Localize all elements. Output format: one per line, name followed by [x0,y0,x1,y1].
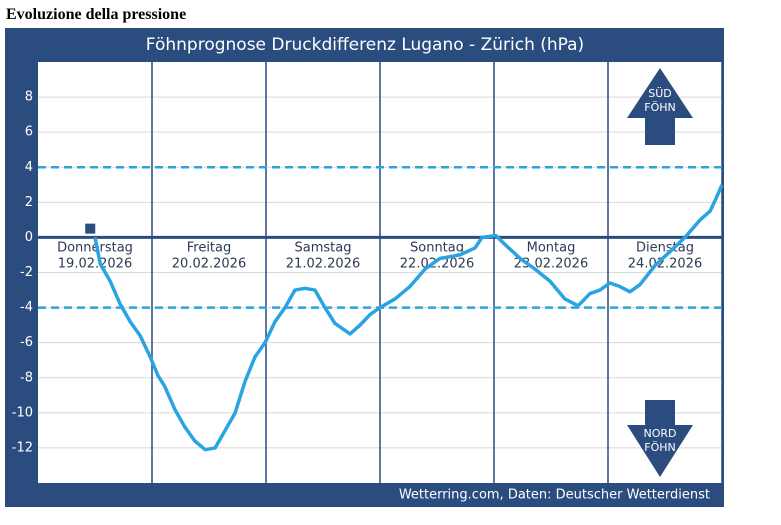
day-date: 19.02.2026 [58,257,132,272]
y-tick-label: 4 [25,160,33,175]
source: Wetterring.com, Daten: Deutscher Wetterd… [399,488,710,503]
day-date: 24.02.2026 [628,257,702,272]
y-tick-label: -10 [12,405,33,420]
day-name: Freitag [187,241,232,256]
page-heading: Evoluzione della pressione [6,6,187,23]
day-date: 22.02.2026 [400,257,474,272]
pressure-line [93,184,724,452]
y-tick-label: -2 [20,265,33,280]
arrow-label: FÖHN [644,101,676,114]
foehn-arrow [627,400,693,477]
day-name: Dienstag [636,241,694,256]
day-name: Donnerstag [57,241,133,256]
day-name: Samstag [295,241,352,256]
y-tick-label: 2 [25,195,33,210]
arrow-label: FÖHN [644,441,676,454]
start-marker [85,223,96,234]
arrow-label: SÜD [648,87,672,100]
y-tick-label: -4 [20,300,33,315]
y-tick-label: 8 [25,90,33,105]
y-tick-label: -12 [12,440,33,455]
y-tick-label: -8 [20,370,33,385]
y-tick-label: -6 [20,335,33,350]
foehn-arrow [627,68,693,145]
day-name: Sonntag [410,241,464,256]
y-tick-label: 6 [25,125,33,140]
day-name: Montag [527,241,576,256]
day-date: 21.02.2026 [286,257,360,272]
chart-title: Föhnprognose Druckdifferenz Lugano - Zür… [146,35,584,55]
day-date: 20.02.2026 [172,257,246,272]
y-tick-label: 0 [25,230,33,245]
arrow-label: NORD [644,427,677,440]
